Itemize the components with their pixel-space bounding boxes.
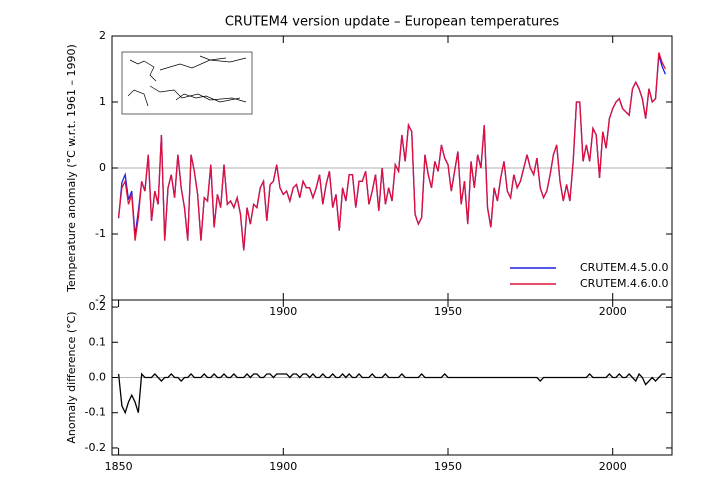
x-tick-label: 1900 bbox=[269, 460, 297, 473]
y-axis-label: Anomaly difference (°C) bbox=[65, 311, 78, 443]
x-tick-label: 1850 bbox=[105, 460, 133, 473]
y-tick-label: -1 bbox=[95, 227, 106, 240]
y-tick-label: -0.2 bbox=[85, 441, 106, 454]
x-tick-label: 2000 bbox=[599, 460, 627, 473]
x-tick-label: 1950 bbox=[434, 460, 462, 473]
x-tick-label: 1950 bbox=[434, 305, 462, 318]
y-tick-label: -0.1 bbox=[85, 406, 106, 419]
y-tick-label: 0.2 bbox=[89, 300, 107, 313]
chart-title: CRUTEM4 version update – European temper… bbox=[225, 15, 559, 30]
data-line bbox=[117, 372, 666, 415]
data-line bbox=[117, 54, 667, 251]
y-tick-label: 1 bbox=[99, 95, 106, 108]
y-tick-label: 0.1 bbox=[89, 335, 107, 348]
y-axis-label: Temperature anomaly (°C w.r.t. 1961 – 19… bbox=[65, 44, 78, 293]
x-tick-label: 1900 bbox=[269, 305, 297, 318]
legend-label: CRUTEM.4.6.0.0 bbox=[580, 277, 669, 290]
y-tick-label: 0 bbox=[99, 161, 106, 174]
y-tick-label: -2 bbox=[95, 293, 106, 306]
x-tick-label: 2000 bbox=[599, 305, 627, 318]
inset-map bbox=[121, 51, 253, 115]
data-line bbox=[117, 52, 666, 251]
y-tick-label: 0.0 bbox=[89, 371, 107, 384]
y-tick-label: 2 bbox=[99, 29, 106, 42]
legend-label: CRUTEM.4.5.0.0 bbox=[580, 261, 669, 274]
